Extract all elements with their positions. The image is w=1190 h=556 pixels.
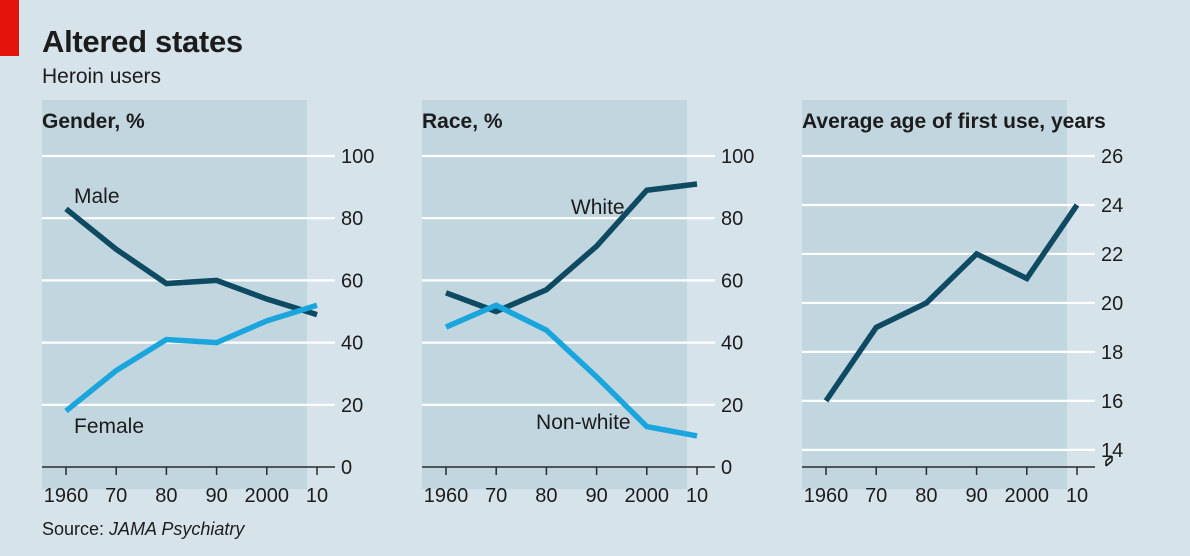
y-tick-label: 20: [341, 395, 363, 417]
series-label: White: [571, 196, 625, 219]
chart-subtitle: Heroin users: [42, 65, 162, 88]
age-chart: Average age of first use, years 14 16 18 20 2…: [802, 100, 1123, 507]
x-tick-label: 70: [865, 485, 887, 507]
panel-title: Race, %: [422, 110, 503, 133]
x-tick-label: 2000: [625, 485, 670, 507]
x-tick-label: 80: [535, 485, 557, 507]
x-tick-label: 80: [915, 485, 937, 507]
series-line: [64, 206, 318, 318]
x-tick-label: 90: [205, 485, 227, 507]
plot-background: [42, 100, 307, 489]
x-tick-label: 70: [105, 485, 127, 507]
source-name: JAMA Psychiatry: [109, 519, 245, 539]
x-tick-label: 2000: [245, 485, 290, 507]
panel-title: Average age of first use, years: [802, 110, 1106, 133]
y-tick-label: 14: [1101, 440, 1123, 462]
x-tick-label: 70: [485, 485, 507, 507]
x-tick-label: 80: [155, 485, 177, 507]
y-tick-label: 24: [1101, 195, 1123, 217]
series-label: Non-white: [536, 411, 631, 434]
y-tick-label: 80: [341, 208, 363, 230]
series-label: Female: [74, 415, 144, 438]
x-tick-label: 2000: [1005, 485, 1050, 507]
series-line: [444, 302, 698, 439]
accent-bar: [0, 0, 19, 56]
y-tick-label: 40: [341, 333, 363, 355]
x-tick-label: 1960: [804, 485, 849, 507]
x-tick-label: 90: [585, 485, 607, 507]
y-tick-label: 26: [1101, 146, 1123, 168]
x-tick-label: 10: [306, 485, 328, 507]
y-tick-label: 18: [1101, 342, 1123, 364]
x-tick-label: 1960: [424, 485, 469, 507]
y-tick-label: 22: [1101, 244, 1123, 266]
source-prefix: Source:: [42, 519, 110, 539]
y-tick-label: 20: [721, 395, 743, 417]
y-tick-label: 100: [341, 146, 374, 168]
series-label: Male: [74, 185, 120, 208]
chart-title: Altered states: [42, 24, 243, 59]
y-tick-label: 80: [721, 208, 743, 230]
y-tick-label: 60: [341, 270, 363, 292]
y-tick-label: 60: [721, 270, 743, 292]
series-line: [823, 203, 1080, 403]
y-tick-label: 100: [721, 146, 754, 168]
x-tick-label: 1960: [44, 485, 89, 507]
y-tick-label: 0: [721, 457, 732, 479]
axis-break-icon: [1105, 455, 1113, 467]
y-tick-label: 0: [341, 457, 352, 479]
source-note: Source: JAMA Psychiatry: [42, 519, 244, 540]
race-chart: Race, % 0 20 40 60 80 100 1960 70 80 90 2000 10 White…: [422, 100, 754, 507]
y-tick-label: 40: [721, 333, 743, 355]
panel-title: Gender, %: [42, 110, 145, 133]
series-line: [64, 302, 318, 414]
x-tick-label: 10: [686, 485, 708, 507]
y-tick-label: 20: [1101, 293, 1123, 315]
x-tick-label: 90: [965, 485, 987, 507]
x-tick-label: 10: [1066, 485, 1088, 507]
gender-chart: Gender, % 0 20 40 60 80 100 1960 70 80 90 2000 10 Mal…: [42, 100, 374, 507]
y-tick-label: 16: [1101, 391, 1123, 413]
